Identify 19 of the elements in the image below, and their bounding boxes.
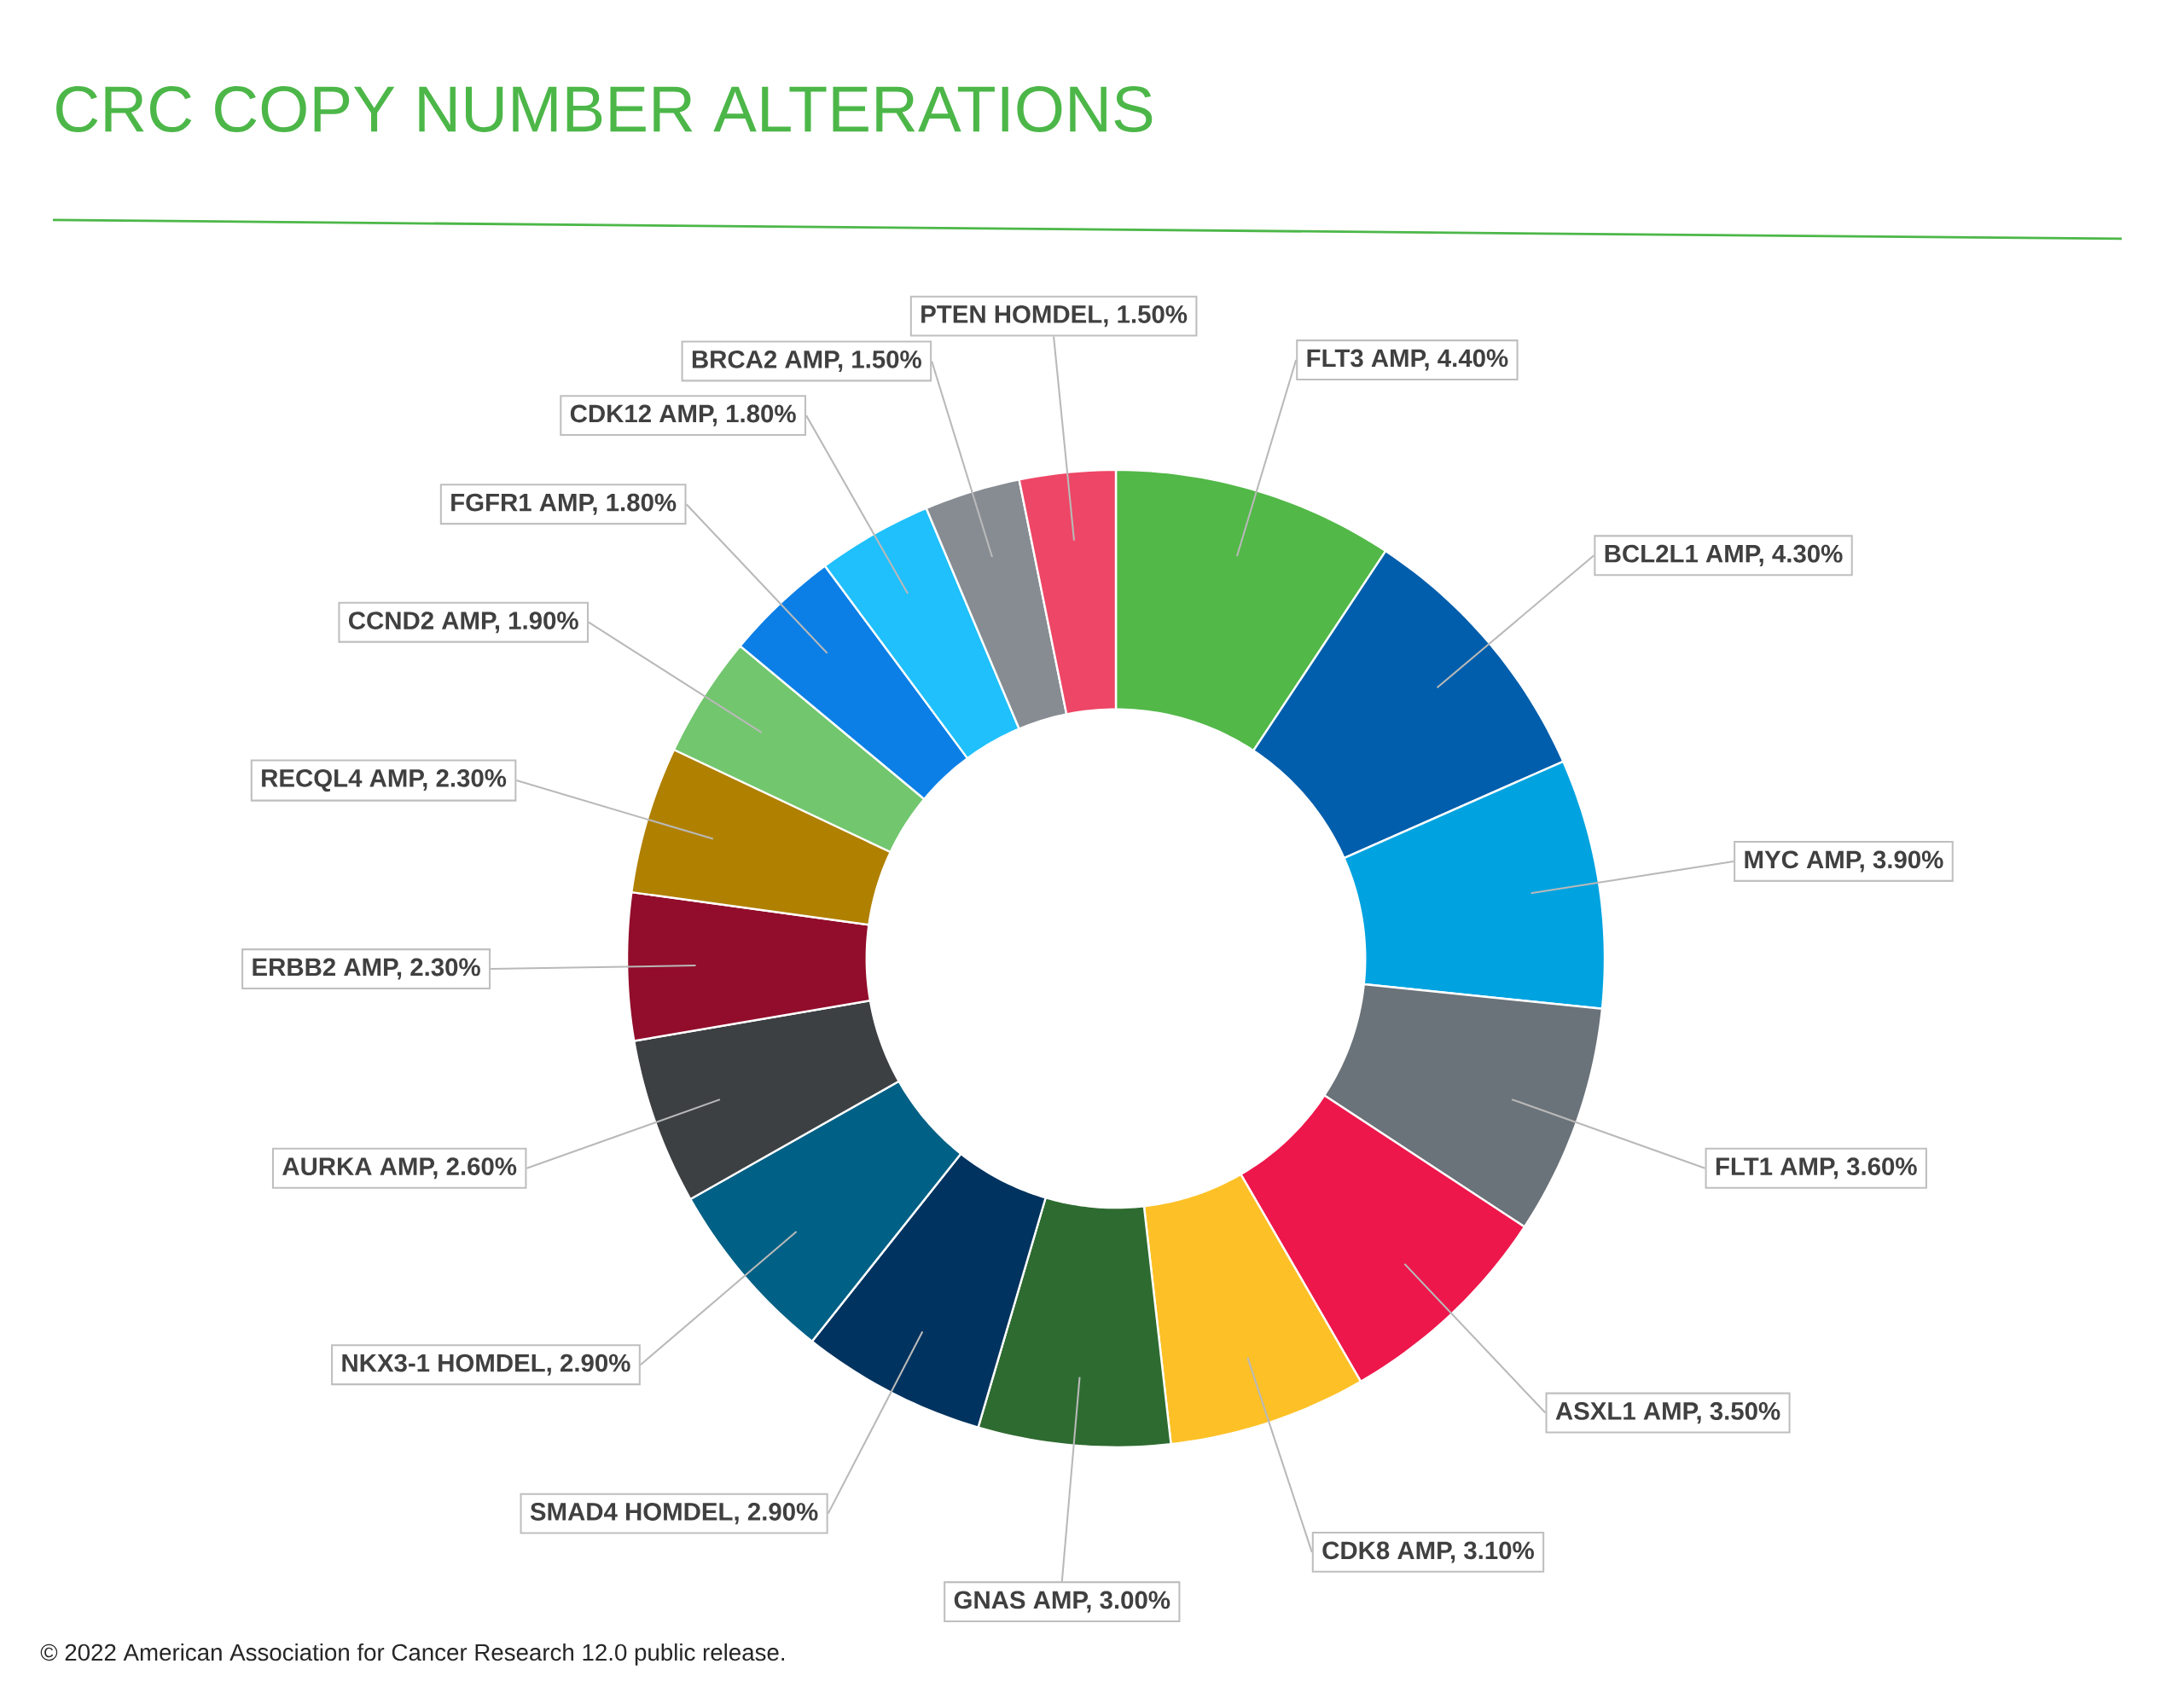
slice-label: FLT1 AMP, 3.60%: [1716, 1157, 1917, 1180]
text: © 2022 American Association for Cancer Research 12.0 public release.: [40, 1643, 784, 1666]
slice-label: AURKA AMP, 2.60%: [282, 1157, 517, 1180]
slice-label: FGFR1 AMP, 1.80%: [451, 493, 677, 515]
slice-label: PTEN HOMDEL, 1.50%: [921, 305, 1188, 328]
slice-label: GNAS AMP, 3.00%: [954, 1591, 1170, 1613]
slice-label: RECQL4 AMP, 2.30%: [262, 769, 507, 792]
slice-label: MYC AMP, 3.90%: [1745, 850, 1943, 872]
slice-label: CDK12 AMP, 1.80%: [570, 404, 796, 426]
slice-label: ERBB2 AMP, 2.30%: [253, 958, 480, 980]
slice-label: NKX3-1 HOMDEL, 2.90%: [342, 1354, 630, 1376]
slice-label: CDK8 AMP, 3.10%: [1322, 1541, 1534, 1563]
slice-label: BRCA2 AMP, 1.50%: [692, 351, 921, 373]
slice-label: SMAD4 HOMDEL, 2.90%: [530, 1503, 818, 1525]
slice-label: CCND2 AMP, 1.90%: [349, 612, 578, 634]
slice-label: BCL2L1 AMP, 4.30%: [1605, 544, 1843, 566]
slice-label: FLT3 AMP, 4.40%: [1307, 349, 1508, 371]
slice-label: ASXL1 AMP, 3.50%: [1555, 1402, 1780, 1424]
chart-title: CRC COPY NUMBER ALTERATIONS: [56, 86, 1153, 133]
